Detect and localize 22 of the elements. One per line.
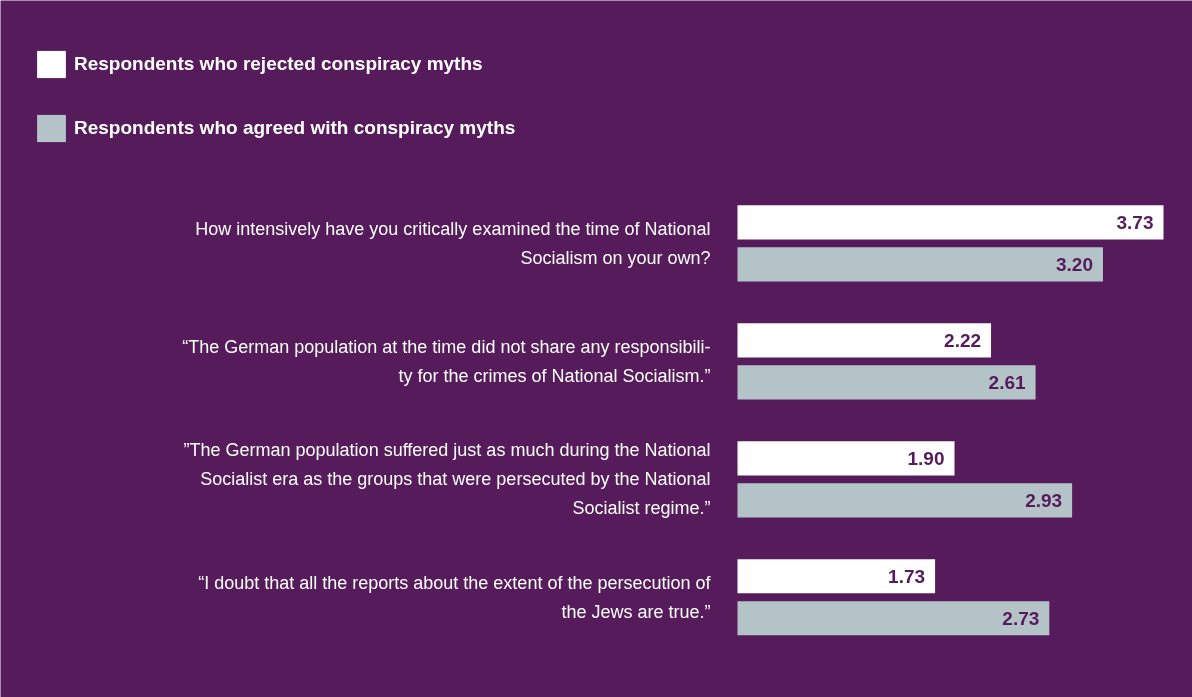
legend-label: Respondents who agreed with conspiracy myths — [74, 116, 516, 140]
y-tick-label: ”The German population suffered just as much during the National Socialist era as the groups that were persecuted by the National Socialist regime.” — [183, 440, 711, 519]
data-label: 2.73 — [1002, 607, 1040, 629]
data-label: 1.90 — [907, 447, 945, 469]
bar — [737, 323, 992, 358]
data-label: 2.22 — [944, 329, 982, 351]
data-label: 3.73 — [1116, 211, 1154, 233]
data-label: 2.93 — [1025, 489, 1063, 511]
bar — [737, 365, 1036, 400]
data-label: 2.61 — [988, 371, 1027, 393]
bar — [737, 601, 1050, 636]
bar — [737, 247, 1103, 282]
data-label: 1.73 — [888, 565, 926, 587]
legend-label: Respondents who rejected conspiracy myths — [74, 52, 483, 76]
data-label: 3.20 — [1055, 253, 1093, 275]
y-tick-label: “I doubt that all the reports about the extent of the persecution of the Jews are true.” — [198, 572, 712, 622]
bar — [737, 205, 1164, 240]
bar — [737, 441, 955, 476]
bar — [737, 559, 936, 594]
bar — [737, 483, 1073, 518]
y-tick-label: How intensively have you critically examined the time of National Socialism on your own? — [195, 218, 711, 268]
y-tick-label: “The German population at the time did not share any responsibili- ty for the crimes of National Socialism.” — [182, 336, 711, 386]
